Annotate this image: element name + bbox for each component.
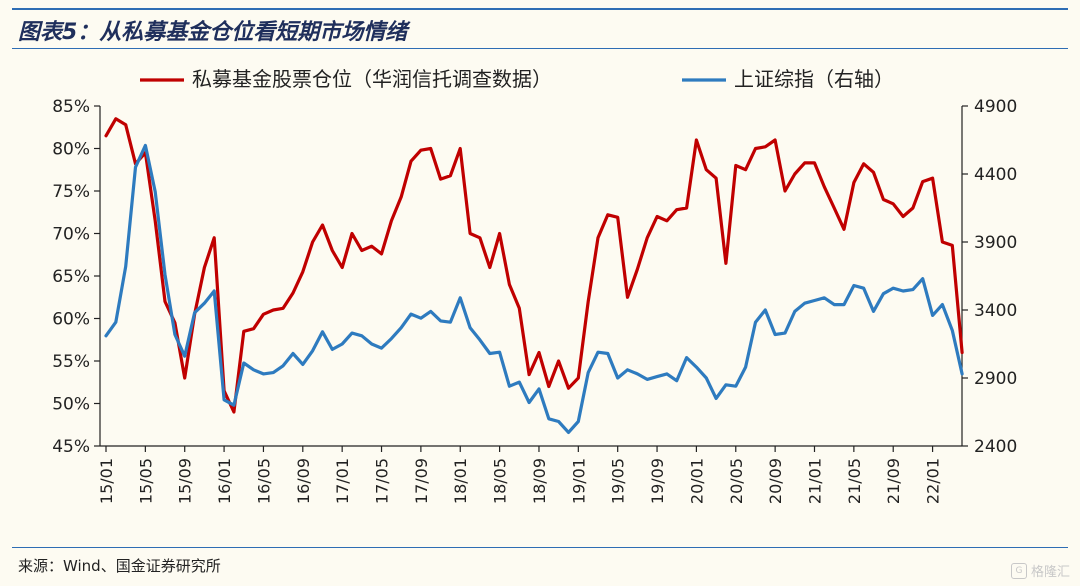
x-axis-tick-label: 16/01 xyxy=(215,458,234,504)
watermark-logo-icon: G xyxy=(1010,562,1027,579)
series-line-private-fund-position xyxy=(104,117,964,414)
x-axis-tick-label: 17/05 xyxy=(373,458,392,504)
watermark-text: 格隆汇 xyxy=(1030,565,1070,580)
x-axis-tick-label: 16/05 xyxy=(254,458,273,504)
x-axis-tick-label: 18/01 xyxy=(451,458,470,504)
chart: 私募基金股票仓位（华润信托调查数据） 上证综指（右轴） 85% 80% 75% 70% 6… xyxy=(52,67,1017,504)
x-axis-tick-label: 15/09 xyxy=(176,458,195,504)
x-axis-tick-label: 19/09 xyxy=(648,458,667,504)
x-axis-tick-label: 15/01 xyxy=(97,458,116,504)
left-axis-tick-label: 65% xyxy=(52,267,90,287)
x-axis-tick-label: 16/09 xyxy=(294,458,313,504)
x-axis-tick-label: 17/01 xyxy=(333,458,352,504)
x-axis-tick-label: 22/01 xyxy=(924,458,943,504)
watermark: G 格隆汇 xyxy=(1010,561,1070,580)
x-axis-tick-label: 19/05 xyxy=(609,458,628,504)
legend-item-private-fund-position-label: 私募基金股票仓位（华润信托调查数据） xyxy=(192,67,552,91)
left-axis-tick-label: 70% xyxy=(52,225,90,245)
x-axis-tick-label: 18/05 xyxy=(491,458,510,504)
left-axis-tick-label: 50% xyxy=(52,395,90,415)
figure-title: 图表5：从私募基金仓位看短期市场情绪 xyxy=(18,20,408,45)
source-note: 来源：Wind、国金证券研究所 xyxy=(18,557,221,575)
title-top-rule xyxy=(12,8,1068,10)
right-axis-tick-label: 3400 xyxy=(974,301,1017,321)
left-axis-tick-label: 45% xyxy=(52,437,90,457)
legend-item-shanghai-composite-label: 上证综指（右轴） xyxy=(734,67,894,91)
x-axis-tick-label: 20/09 xyxy=(766,458,785,504)
right-axis-tick-label: 4900 xyxy=(974,97,1017,117)
right-axis-tick-label: 4400 xyxy=(974,165,1017,185)
x-axis-tick-label: 21/09 xyxy=(884,458,903,504)
legend: 私募基金股票仓位（华润信托调查数据） 上证综指（右轴） xyxy=(140,67,894,91)
x-axis-tick-label: 17/09 xyxy=(412,458,431,504)
left-axis-tick-label: 85% xyxy=(52,97,90,117)
left-axis-tick-label: 60% xyxy=(52,310,90,330)
x-axis-tick-label: 15/05 xyxy=(136,458,155,504)
x-axis-tick-label: 21/01 xyxy=(805,458,824,504)
title-bottom-rule xyxy=(12,48,1068,49)
right-axis-tick-label: 2400 xyxy=(974,437,1017,457)
x-axis-tick-label: 18/09 xyxy=(530,458,549,504)
series-layer xyxy=(104,117,964,434)
x-axis-tick-label: 20/01 xyxy=(687,458,706,504)
right-axis-tick-label: 3900 xyxy=(974,233,1017,253)
x-axis-tick-label: 20/05 xyxy=(727,458,746,504)
source-top-rule xyxy=(12,547,1068,548)
left-axis-tick-label: 80% xyxy=(52,140,90,160)
right-axis-tick-label: 2900 xyxy=(974,369,1017,389)
series-line-shanghai-composite xyxy=(104,143,964,434)
x-axis-tick-label: 21/05 xyxy=(845,458,864,504)
x-axis-tick-label: 19/01 xyxy=(569,458,588,504)
left-axis-tick-label: 75% xyxy=(52,182,90,202)
left-axis-tick-label: 55% xyxy=(52,352,90,372)
axes: 85% 80% 75% 70% 65% 60% 55% 50% 45% 4900 4400 3900 3… xyxy=(52,97,1017,504)
